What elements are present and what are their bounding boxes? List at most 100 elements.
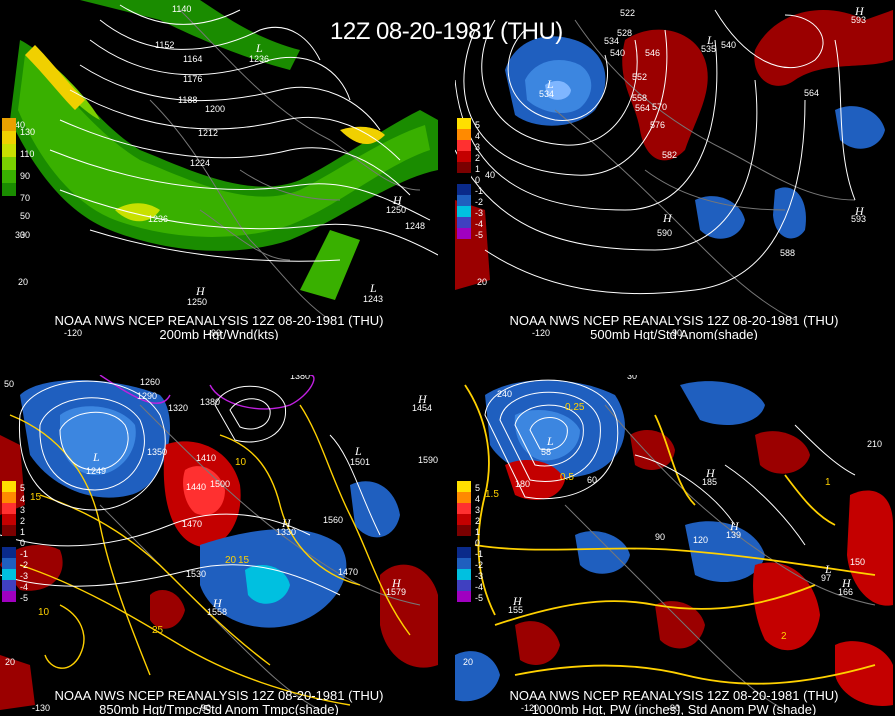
- temp-label: 15: [30, 492, 42, 503]
- high-marker: H: [729, 519, 740, 533]
- contour-label: 540: [721, 40, 736, 50]
- legend-label: 110: [20, 149, 35, 159]
- contour-label: 576: [650, 120, 665, 130]
- high-value: 1330: [276, 527, 296, 537]
- legend-label: 2: [20, 516, 26, 526]
- legend-label: 4: [475, 494, 481, 504]
- anomaly-legend: 5 4 3 2 1 0 -1 -2 -3 -4 -5: [457, 118, 483, 240]
- legend-label: 5: [475, 120, 481, 130]
- legend-label: 1: [20, 527, 26, 537]
- high-marker: H: [705, 466, 716, 480]
- high-marker: H: [512, 594, 523, 608]
- legend-label: 130: [20, 127, 36, 137]
- panel-caption: NOAA NWS NCEP REANALYSIS 12Z 08-20-1981 …: [509, 688, 839, 703]
- legend-label: 5: [475, 483, 481, 493]
- wind-legend: 130 110 90 70 50 30: [2, 118, 35, 240]
- temp-label: 10: [38, 607, 50, 618]
- contour-label: 1410: [196, 453, 216, 463]
- contour-label: 1176: [183, 74, 202, 84]
- lat-label: 20: [5, 657, 15, 667]
- contour-label: 522: [620, 8, 635, 18]
- legend-label: -1: [475, 186, 484, 196]
- map-850mb: 1260 1290 1320 1380 1350 1410 1440 1470 …: [0, 375, 438, 713]
- contour-label: 570: [652, 102, 667, 112]
- legend-label: -2: [475, 197, 484, 207]
- contour-label: 1320: [168, 403, 188, 413]
- temp-label: 10: [235, 457, 247, 468]
- panel-subtitle: 1000mb Hgt, PW (inches), Std Anom PW (sh…: [531, 702, 817, 715]
- contour-label: 1380: [200, 397, 220, 407]
- legend-label: -5: [475, 593, 484, 603]
- contour-label: 1188: [178, 95, 197, 105]
- high-marker: H: [662, 211, 673, 225]
- legend-label: -4: [20, 582, 29, 592]
- legend-label: 70: [20, 193, 31, 203]
- contour-label: 1290: [137, 391, 157, 401]
- temp-label: 15: [238, 555, 250, 566]
- legend-label: -1: [475, 549, 484, 559]
- panel-subtitle: 500mb Hgt/Std Anom(shade): [590, 327, 758, 340]
- panel-1000mb-pw: 240 180 120 90 60 30 150 210 0.25 0.5 1 …: [455, 375, 893, 715]
- legend-label: 0: [475, 538, 481, 548]
- contour-label: 540: [610, 48, 625, 58]
- contour-label: 1530: [186, 569, 206, 579]
- contour-label: 60: [587, 475, 597, 485]
- map-1000mb-pw: 240 180 120 90 60 30 150 210 0.25 0.5 1 …: [455, 375, 893, 713]
- contour-label: 1152: [155, 40, 174, 50]
- pw-label: 2: [781, 631, 787, 642]
- lon-label: -120: [521, 703, 539, 713]
- high-marker: H: [195, 284, 206, 298]
- pw-label: 0.5: [560, 472, 574, 483]
- low-marker: L: [369, 281, 377, 295]
- legend-label: 3: [475, 142, 481, 152]
- contour-label: 150: [850, 557, 865, 567]
- pw-label: 1: [825, 477, 831, 488]
- lat-label: 20: [18, 277, 28, 287]
- contour-label: 120: [693, 535, 708, 545]
- legend-label: -5: [20, 593, 29, 603]
- contour-label: 1470: [182, 519, 202, 529]
- temp-label: 25: [152, 625, 164, 636]
- high-value: 1454: [412, 403, 432, 413]
- lon-label: -90: [208, 328, 221, 338]
- high-marker: H: [854, 4, 865, 18]
- lat-label: 40: [485, 170, 495, 180]
- low-value: 535: [701, 44, 716, 54]
- low-marker: L: [546, 77, 554, 91]
- lon-label: -90: [198, 703, 211, 713]
- low-value: 1243: [363, 294, 383, 304]
- legend-label: 1: [475, 527, 481, 537]
- legend-label: -1: [20, 549, 29, 559]
- high-value: 1558: [207, 607, 227, 617]
- contour-label: 1470: [338, 567, 358, 577]
- high-value: 1250: [187, 297, 207, 307]
- contour-label: 1590: [418, 455, 438, 465]
- contour-label: 1248: [405, 221, 425, 231]
- low-marker: L: [706, 33, 714, 47]
- high-marker: H: [854, 204, 865, 218]
- anomaly-legend: 5 4 3 2 1 0 -1 -2 -3 -4 -5: [457, 481, 483, 603]
- temp-label: 20: [225, 555, 237, 566]
- contour-label: 582: [662, 150, 677, 160]
- legend-label: -2: [475, 560, 484, 570]
- low-value: 534: [539, 89, 554, 99]
- high-marker: H: [212, 596, 223, 610]
- contour-label: 1500: [210, 479, 230, 489]
- contour-label: 558: [632, 93, 647, 103]
- legend-label: 4: [20, 494, 26, 504]
- legend-label: 90: [20, 171, 31, 181]
- low-value: 1501: [350, 457, 370, 467]
- contour-label: 564: [804, 88, 819, 98]
- lat-label: 50: [4, 379, 14, 389]
- panel-850mb: 1260 1290 1320 1380 1350 1410 1440 1470 …: [0, 375, 438, 715]
- legend-label: 30: [20, 230, 31, 240]
- high-marker: H: [417, 392, 428, 406]
- legend-label: 0: [475, 175, 481, 185]
- contour-label: 1140: [172, 4, 191, 14]
- high-value: 593: [851, 15, 866, 25]
- lon-label: -120: [64, 328, 82, 338]
- contour-label: 1224: [190, 158, 210, 168]
- legend-label: 3: [475, 505, 481, 515]
- contour-label: 552: [632, 72, 647, 82]
- high-marker: H: [392, 193, 403, 207]
